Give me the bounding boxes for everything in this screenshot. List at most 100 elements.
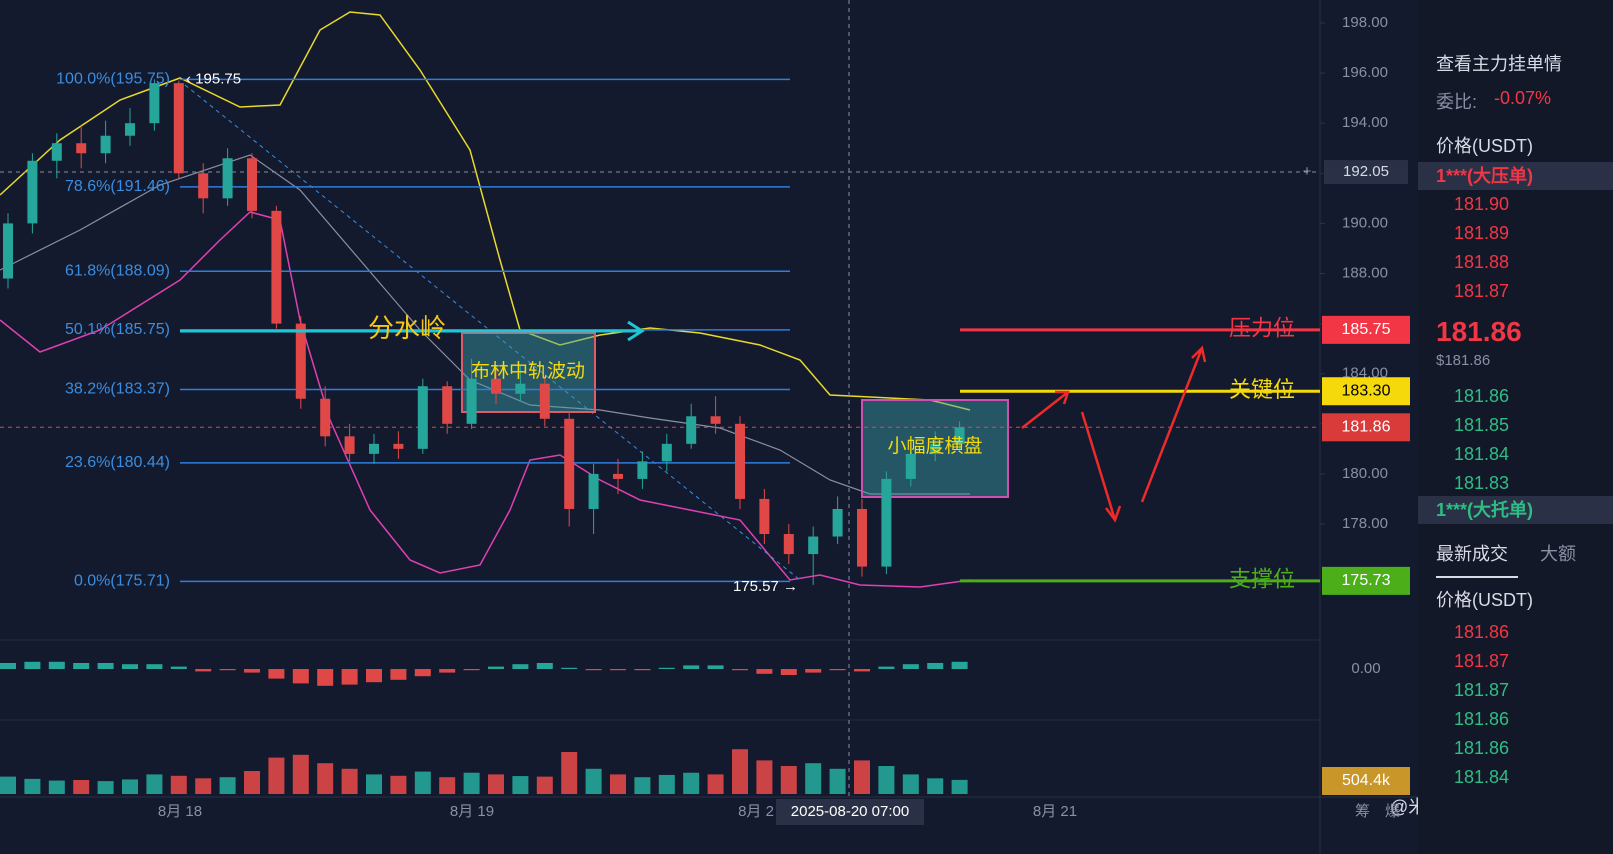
bid-price: 181.86 xyxy=(1454,386,1510,406)
macd-bar xyxy=(0,663,16,669)
candle-body xyxy=(881,478,892,567)
macd-bar xyxy=(854,669,870,672)
volume-bar xyxy=(268,757,285,794)
volume-bar xyxy=(170,775,187,794)
candle-body xyxy=(76,143,87,154)
trade-price: 181.84 xyxy=(1454,767,1510,787)
crosshair-time: 2025-08-20 07:00 xyxy=(791,803,909,820)
volume-bar xyxy=(463,772,480,794)
ob-title: 查看主力挂单情 xyxy=(1436,54,1562,74)
volume-bar xyxy=(878,766,895,794)
tab[interactable]: 最新成交 xyxy=(1436,544,1508,564)
y-tick-label: 180.00 xyxy=(1342,465,1388,482)
x-tick-label: 8月 2 xyxy=(738,803,774,820)
candle-body xyxy=(27,160,38,224)
volume-bar xyxy=(585,768,602,794)
volume-bar xyxy=(146,774,163,794)
volume-bar xyxy=(658,774,675,794)
volume-bar xyxy=(756,760,773,794)
volume-bar xyxy=(244,771,260,794)
volume-bar xyxy=(195,778,212,794)
fib-label: 50.1%(185.75) xyxy=(65,321,170,338)
y-tick-label: 198.00 xyxy=(1342,14,1388,31)
macd-bar xyxy=(195,669,212,672)
trade-price: 181.87 xyxy=(1454,680,1510,700)
bid-price: 181.84 xyxy=(1454,444,1510,464)
crosshair-time-tag xyxy=(776,799,924,825)
candle-body xyxy=(759,498,770,535)
volume-bar xyxy=(390,775,407,794)
candle-body xyxy=(149,83,160,124)
level-name: 支撑位 xyxy=(1229,567,1295,592)
macd-bar xyxy=(634,669,651,671)
volume-bar xyxy=(0,776,16,794)
level-name: 关键位 xyxy=(1229,377,1295,402)
candle-body xyxy=(320,398,331,437)
macd-bar xyxy=(122,664,138,669)
annotation: 布林中轨波动 xyxy=(471,360,585,382)
trades-header: 价格(USDT) xyxy=(1436,590,1533,610)
volume-bar xyxy=(414,771,431,794)
macd-bar xyxy=(829,669,846,671)
macd-bar xyxy=(488,666,504,669)
candle-body xyxy=(417,386,428,449)
volume-bar xyxy=(683,772,700,794)
level-tag xyxy=(1322,377,1410,406)
fib-label: 78.6%(191.46) xyxy=(65,178,170,195)
volume-bar xyxy=(780,766,797,794)
fib-label: 61.8%(188.09) xyxy=(65,262,170,279)
crosshair-plus: + xyxy=(1303,163,1312,180)
arrow-head xyxy=(627,320,645,342)
low-label: 175.57 → xyxy=(733,578,798,595)
macd-bar xyxy=(268,669,285,679)
macd-bar xyxy=(219,669,236,671)
big-ask: 1***(大压单) xyxy=(1418,162,1613,190)
volume-bar xyxy=(707,774,724,794)
big-bid: 1***(大托单) xyxy=(1418,496,1613,524)
candle-body xyxy=(198,173,209,199)
candle-body xyxy=(222,158,233,199)
macd-bar xyxy=(927,663,944,669)
candle-body xyxy=(637,461,648,479)
macd-bar xyxy=(439,669,456,673)
trade-price: 181.86 xyxy=(1454,622,1510,642)
tab[interactable]: 大额 xyxy=(1540,544,1576,564)
macd-bar xyxy=(585,669,602,671)
x-tick-label: 8月 21 xyxy=(1033,803,1077,820)
volume-tag xyxy=(1322,767,1410,795)
macd-bar xyxy=(610,669,626,671)
volume-bar xyxy=(829,768,846,794)
candle-body xyxy=(3,223,13,279)
fib-label: 0.0%(175.71) xyxy=(74,573,170,590)
crosshair-price: 192.05 xyxy=(1343,163,1389,180)
candle-body xyxy=(271,210,282,324)
trade-price: 181.87 xyxy=(1454,651,1510,671)
macd-bar xyxy=(707,665,724,669)
candle-body xyxy=(173,83,184,174)
bollinger-lower xyxy=(0,211,971,588)
bid-price: 181.85 xyxy=(1454,415,1510,435)
ratio-label: 委比: xyxy=(1436,92,1478,112)
volume-bar xyxy=(902,774,919,794)
macd-bar xyxy=(878,666,895,669)
candle-body xyxy=(539,383,550,419)
volume-bar xyxy=(854,760,870,794)
last-price-tag xyxy=(1322,413,1410,442)
bollinger-upper xyxy=(0,11,971,411)
level-tag xyxy=(1322,566,1410,595)
volume-bar xyxy=(536,776,553,794)
volume-bar xyxy=(317,763,334,794)
volume-bar xyxy=(73,780,90,794)
watermark: @米格说趋势 xyxy=(1390,797,1418,817)
macd-bar xyxy=(780,669,797,675)
macd-bar xyxy=(463,669,480,671)
macd-bar xyxy=(24,661,41,669)
candle-body xyxy=(100,135,111,154)
level-tag-label: 183.30 xyxy=(1342,382,1391,399)
volume-bar xyxy=(951,779,968,794)
candle-body xyxy=(783,534,794,555)
volume-bar xyxy=(732,749,748,794)
y-tick-label: 196.00 xyxy=(1342,64,1388,81)
candle-body xyxy=(832,508,843,537)
